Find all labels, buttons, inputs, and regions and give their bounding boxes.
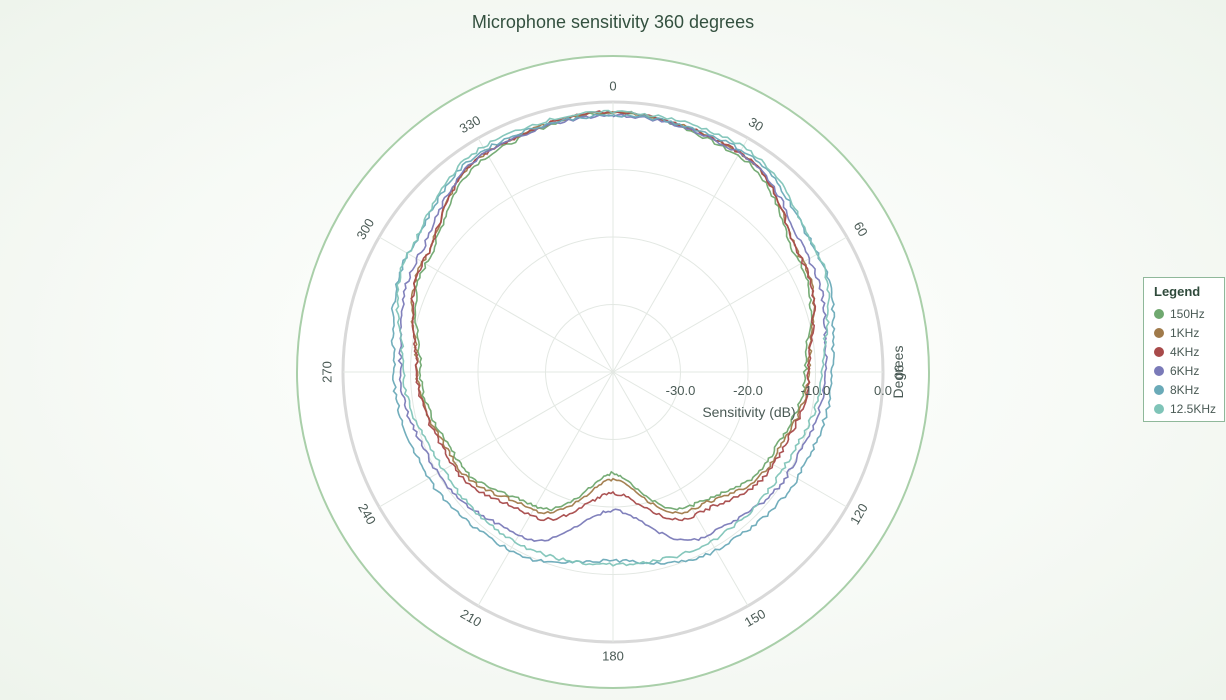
polar-grid bbox=[296, 55, 930, 689]
angle-spoke bbox=[378, 371, 614, 508]
angle-spoke bbox=[612, 371, 848, 508]
legend-label: 1KHz bbox=[1170, 325, 1200, 340]
angle-spoke bbox=[612, 236, 848, 373]
legend-swatch bbox=[1154, 327, 1164, 338]
series-line-6khz bbox=[397, 113, 828, 542]
legend-label: 8KHz bbox=[1170, 382, 1200, 397]
angle-spoke bbox=[477, 137, 614, 373]
angle-tick-label: 90 bbox=[892, 365, 907, 379]
legend-item[interactable]: 8KHz bbox=[1154, 380, 1224, 399]
legend-swatch bbox=[1154, 384, 1164, 395]
radial-tick-label: -30.0 bbox=[666, 383, 696, 398]
angle-tick-label: 270 bbox=[319, 361, 334, 383]
radial-tick-label: -10.0 bbox=[801, 383, 831, 398]
series-line-12.5khz bbox=[395, 109, 831, 567]
radial-tick-label: 0.0 bbox=[874, 383, 892, 398]
legend-swatch bbox=[1154, 403, 1164, 414]
angle-spoke bbox=[378, 236, 614, 373]
radial-tick-label: -20.0 bbox=[733, 383, 763, 398]
legend-item[interactable]: 1KHz bbox=[1154, 323, 1224, 342]
angle-tick-label: 60 bbox=[851, 219, 871, 239]
series-lines bbox=[390, 109, 836, 567]
angular-axis-title: Degrees bbox=[890, 346, 906, 399]
chart-title: Microphone sensitivity 360 degrees bbox=[472, 12, 754, 32]
legend-swatch bbox=[1154, 365, 1164, 376]
legend-title: Legend bbox=[1154, 284, 1201, 299]
angle-tick-label: 30 bbox=[746, 114, 766, 134]
angle-spoke bbox=[612, 371, 749, 607]
angle-spoke bbox=[612, 137, 749, 373]
radial-axis-title: Sensitivity (dB) bbox=[702, 404, 795, 420]
legend-label: 12.5KHz bbox=[1170, 401, 1217, 416]
legend-swatch bbox=[1154, 308, 1164, 319]
angle-tick-label: 180 bbox=[602, 648, 624, 663]
legend-label: 4KHz bbox=[1170, 344, 1200, 359]
angle-spoke bbox=[477, 371, 614, 607]
legend-label: 150Hz bbox=[1170, 306, 1205, 321]
legend-swatch bbox=[1154, 346, 1164, 357]
legend-items: 150Hz 1KHz 4KHz 6KHz 8KHz 12.5KHz bbox=[1154, 304, 1224, 418]
legend-label: 6KHz bbox=[1170, 363, 1200, 378]
legend-item[interactable]: 4KHz bbox=[1154, 342, 1224, 361]
legend-item[interactable]: 150Hz bbox=[1154, 304, 1224, 323]
legend: Legend 150Hz 1KHz 4KHz 6KHz 8KHz 12.5KHz bbox=[1143, 277, 1225, 422]
angle-tick-label: 0 bbox=[609, 78, 616, 93]
legend-item[interactable]: 12.5KHz bbox=[1154, 399, 1224, 418]
legend-item[interactable]: 6KHz bbox=[1154, 361, 1224, 380]
series-line-4khz bbox=[410, 110, 817, 522]
